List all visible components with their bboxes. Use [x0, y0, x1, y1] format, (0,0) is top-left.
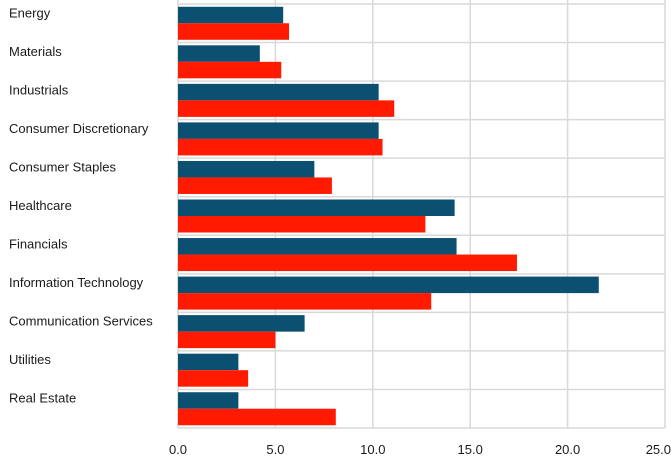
bar-series-1: [178, 238, 457, 255]
x-tick-label: 15.0: [458, 442, 483, 457]
bar-series-1: [178, 83, 379, 101]
category-label: Information Technology: [9, 275, 144, 290]
bar-series-1: [178, 276, 599, 294]
bar-series-1: [178, 6, 284, 24]
bar-series-1: [178, 160, 315, 178]
category-label: Utilities: [9, 352, 51, 367]
bar-series-2: [178, 254, 517, 272]
x-tick-label: 25.0: [646, 442, 671, 457]
bar-series-1: [178, 45, 260, 62]
category-label: Energy: [9, 5, 51, 20]
bar-series-2: [178, 100, 395, 117]
x-tick-label: 20.0: [555, 442, 580, 457]
category-label: Consumer Discretionary: [9, 121, 149, 136]
bar-series-2: [178, 61, 282, 79]
category-labels: Energy Materials Industrials Consumer Discr…: [9, 5, 153, 405]
bar-series-2: [178, 331, 276, 349]
category-label: Real Estate: [9, 391, 76, 406]
bar-series-1: [178, 199, 455, 216]
bar-series-2: [178, 138, 383, 156]
category-label: Consumer Staples: [9, 159, 116, 174]
bar-series-2: [178, 408, 336, 426]
grid: [177, 0, 666, 429]
x-tick-label: 5.0: [266, 442, 284, 457]
bar-series-2: [178, 216, 426, 233]
bar-series-2: [178, 23, 290, 40]
bar-series-2: [178, 177, 332, 194]
category-label: Financials: [9, 237, 68, 252]
category-label: Communication Services: [9, 314, 153, 329]
x-axis-tick-labels: 0.0 5.0 10.0 15.0 20.0 25.0: [169, 442, 671, 457]
bar-series-1: [178, 315, 305, 332]
category-label: Healthcare: [9, 198, 72, 213]
bars: [178, 6, 599, 426]
x-tick-label: 0.0: [169, 442, 187, 457]
bar-series-2: [178, 293, 432, 310]
bar-series-1: [178, 353, 239, 371]
bar-series-2: [178, 370, 249, 387]
bar-series-1: [178, 392, 239, 409]
x-tick-label: 10.0: [360, 442, 385, 457]
bar-series-1: [178, 122, 379, 139]
category-label: Materials: [9, 44, 62, 59]
category-label: Industrials: [9, 82, 69, 97]
